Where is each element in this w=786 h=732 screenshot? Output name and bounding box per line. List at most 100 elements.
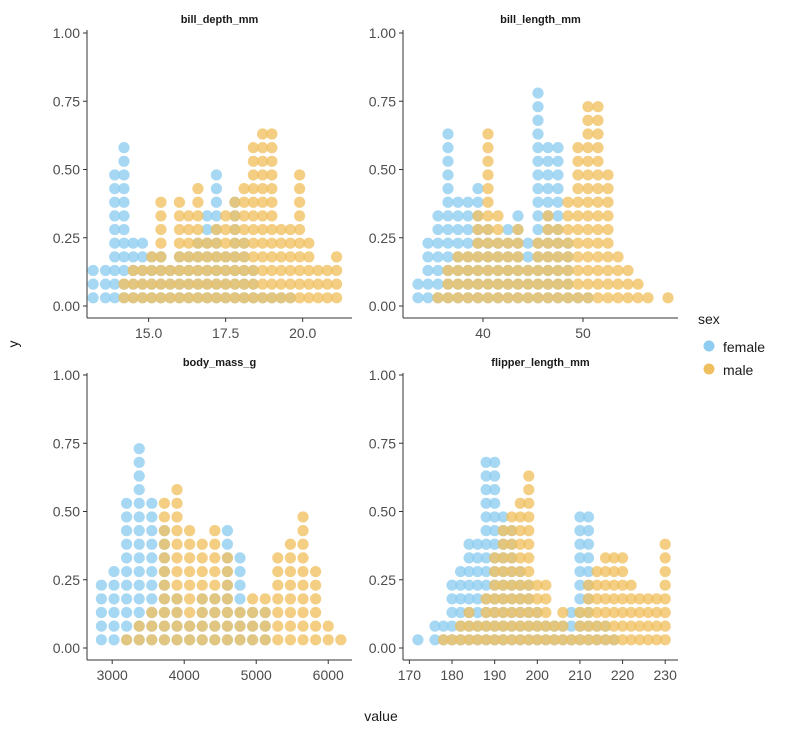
male-dot: [284, 264, 296, 277]
male-dot: [171, 579, 183, 591]
male-dot: [136, 292, 149, 304]
male-dot: [632, 278, 644, 290]
female-dot: [118, 183, 130, 195]
male-dot: [234, 634, 246, 646]
male-dot: [247, 183, 259, 195]
male-dot: [266, 237, 278, 249]
male-dot: [514, 497, 526, 509]
female-dot: [429, 634, 441, 646]
male-dot: [502, 292, 514, 304]
female-dot: [118, 251, 130, 263]
male-dot: [192, 292, 204, 304]
male-dot: [210, 223, 223, 236]
male-dot: [572, 237, 584, 249]
male-dot: [542, 210, 554, 222]
male-dot: [266, 169, 278, 181]
female-dot: [452, 196, 464, 208]
male-dot: [257, 128, 269, 140]
male-dot: [523, 565, 535, 578]
female-dot: [146, 525, 158, 537]
female-dot: [133, 565, 145, 578]
male-dot: [599, 634, 612, 646]
male-dot: [523, 538, 535, 550]
male-dot: [482, 142, 494, 154]
y-tick-label: 0.25: [369, 230, 396, 246]
y-tick-label: 1.00: [369, 367, 396, 383]
male-dot: [136, 264, 149, 277]
male-dot: [158, 620, 171, 632]
male-dot: [599, 606, 612, 619]
male-dot: [321, 264, 333, 277]
legend-title: sex: [698, 311, 720, 327]
male-dot: [171, 593, 183, 605]
male-dot: [523, 579, 535, 591]
male-dot: [472, 210, 484, 222]
male-dot: [514, 565, 526, 578]
male-dot: [201, 251, 213, 263]
female-dot: [489, 538, 501, 550]
female-dot: [118, 196, 130, 208]
male-dot: [297, 565, 309, 578]
female-dot: [452, 223, 464, 236]
male-dot: [294, 223, 306, 236]
female-dot: [489, 456, 501, 468]
female-dot: [489, 497, 501, 509]
male-dot: [492, 278, 504, 290]
male-dot: [523, 620, 535, 632]
male-dot: [659, 606, 671, 619]
male-dot: [632, 292, 644, 304]
male-dot: [602, 264, 614, 277]
male-dot: [523, 511, 535, 523]
male-dot: [634, 606, 646, 619]
female-dot: [109, 237, 121, 249]
male-dot: [482, 237, 494, 249]
male-dot: [592, 142, 604, 154]
female-dot: [574, 552, 586, 564]
male-dot: [572, 223, 584, 236]
male-dot: [512, 278, 524, 290]
male-dot: [492, 251, 504, 263]
female-dot: [109, 292, 121, 304]
male-dot: [321, 292, 333, 304]
male-dot: [592, 223, 604, 236]
female-dot: [121, 565, 133, 578]
male-dot: [127, 292, 139, 304]
male-dot: [284, 538, 297, 550]
male-dot: [257, 292, 269, 304]
female-dot: [532, 101, 544, 113]
y-tick-label: 0.00: [53, 640, 80, 656]
male-dot: [294, 251, 306, 263]
female-dot: [442, 196, 454, 208]
female-dot: [201, 210, 213, 222]
male-dot: [297, 552, 309, 564]
female-dot: [532, 169, 544, 181]
male-dot: [297, 606, 309, 619]
female-dot: [582, 538, 595, 550]
male-dot: [591, 565, 603, 578]
male-dot: [146, 634, 158, 646]
female-dot: [108, 634, 120, 646]
male-dot: [238, 292, 250, 304]
male-dot: [184, 552, 196, 564]
male-dot: [310, 565, 322, 578]
male-dot: [548, 620, 560, 632]
male-dot: [523, 552, 535, 564]
male-dot: [257, 237, 269, 249]
male-dot: [247, 292, 259, 304]
male-dot: [234, 620, 246, 632]
female-dot: [489, 484, 501, 496]
female-dot: [574, 525, 586, 537]
male-dot: [497, 525, 509, 537]
male-dot: [454, 620, 467, 632]
male-dot: [158, 634, 171, 646]
male-dot: [196, 579, 208, 591]
male-dot: [155, 264, 167, 277]
female-dot: [234, 579, 246, 591]
male-dot: [310, 634, 322, 646]
male-dot: [506, 552, 518, 564]
male-dot: [582, 620, 595, 632]
male-dot: [183, 251, 195, 263]
female-dot: [532, 210, 544, 222]
male-dot: [463, 634, 475, 646]
male-dot: [173, 251, 186, 263]
